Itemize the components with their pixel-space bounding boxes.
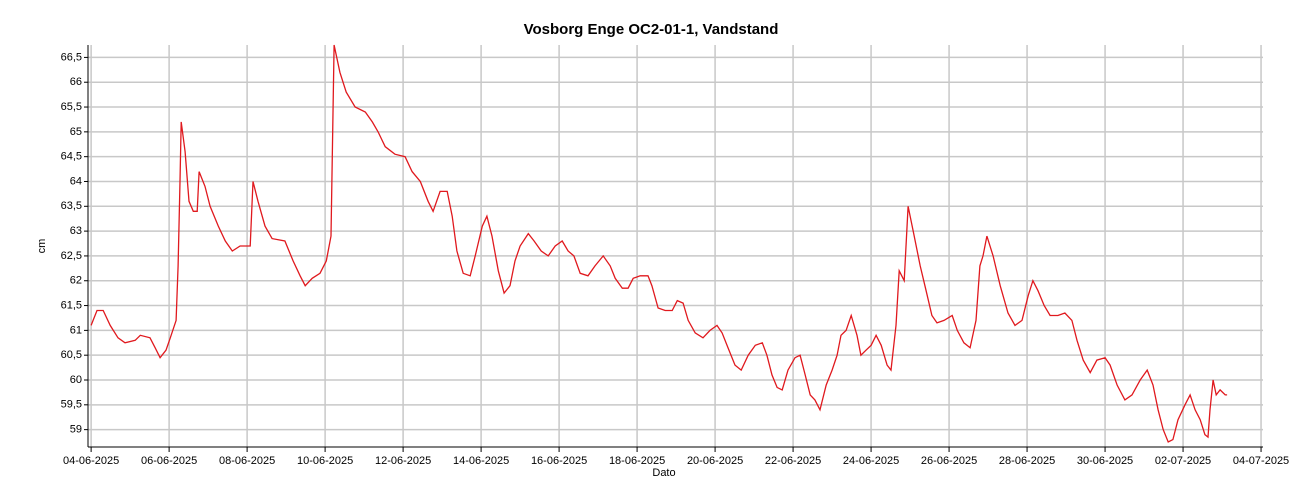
x-tick-label: 24-06-2025 — [843, 455, 899, 467]
chart-title: Vosborg Enge OC2-01-1, Vandstand — [524, 21, 779, 38]
x-tick-label: 30-06-2025 — [1077, 455, 1133, 467]
y-tick-label: 66,5 — [61, 51, 82, 63]
y-tick-label: 61 — [70, 324, 82, 336]
y-tick-label: 64,5 — [61, 151, 82, 163]
x-tick-label: 06-06-2025 — [141, 455, 197, 467]
x-tick-label: 14-06-2025 — [453, 455, 509, 467]
y-axis-label: cm — [36, 239, 48, 254]
x-tick-label: 22-06-2025 — [765, 455, 821, 467]
data-line — [90, 44, 1228, 443]
y-tick-label: 62,5 — [61, 250, 82, 262]
y-tick-label: 65 — [70, 126, 82, 138]
x-tick-label: 18-06-2025 — [609, 455, 665, 467]
x-tick-label: 02-07-2025 — [1155, 455, 1211, 467]
y-tick-label: 61,5 — [61, 299, 82, 311]
x-tick-label: 04-07-2025 — [1233, 455, 1289, 467]
y-tick-label: 66 — [70, 76, 82, 88]
x-axis-label: Dato — [652, 467, 675, 479]
y-tick-label: 63,5 — [61, 200, 82, 212]
y-tick-label: 60,5 — [61, 349, 82, 361]
y-tick-label: 62 — [70, 275, 82, 287]
x-tick-label: 04-06-2025 — [63, 455, 119, 467]
x-tick-label: 12-06-2025 — [375, 455, 431, 467]
y-tick-label: 59,5 — [61, 399, 82, 411]
x-tick-label: 28-06-2025 — [999, 455, 1055, 467]
x-tick-label: 08-06-2025 — [219, 455, 275, 467]
y-tick-label: 59 — [70, 424, 82, 436]
y-tick-label: 63 — [70, 225, 82, 237]
y-tick-label: 64 — [70, 175, 82, 187]
x-tick-label: 20-06-2025 — [687, 455, 743, 467]
y-tick-label: 65,5 — [61, 101, 82, 113]
x-tick-label: 16-06-2025 — [531, 455, 587, 467]
x-tick-label: 26-06-2025 — [921, 455, 977, 467]
y-tick-label: 60 — [70, 374, 82, 386]
x-tick-label: 10-06-2025 — [297, 455, 353, 467]
